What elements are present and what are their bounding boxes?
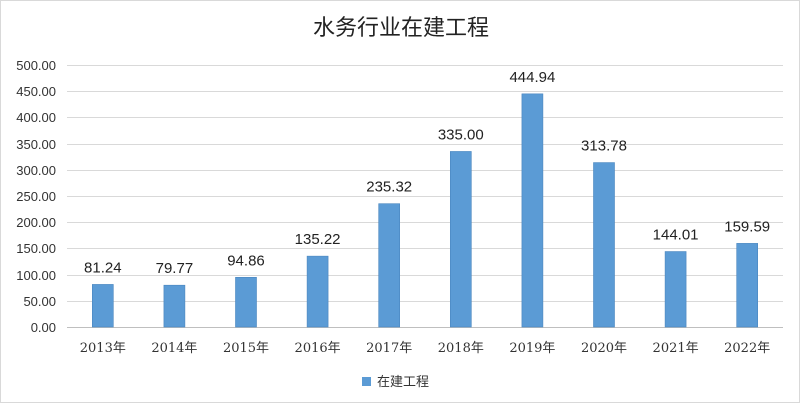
data-label: 159.59 — [724, 218, 770, 235]
y-tick-label: 300.00 — [16, 163, 56, 178]
x-tick-label: 2017年 — [366, 341, 412, 356]
x-axis-ticks: 2013年 2014年 2015年 2016年 2017年 2018年 2019年 2020年… — [80, 341, 770, 356]
data-label: 135.22 — [295, 231, 341, 248]
y-tick-label: 50.00 — [23, 294, 56, 309]
y-tick-label: 0.00 — [31, 320, 56, 335]
legend-swatch — [362, 377, 371, 386]
y-tick-label: 400.00 — [16, 110, 56, 125]
data-labels: 81.24 79.77 94.86 135.22 235.32 335.00 444.94 3… — [84, 69, 770, 277]
bar — [664, 251, 687, 328]
bar — [593, 162, 615, 328]
data-label: 94.86 — [227, 252, 265, 269]
data-label: 235.32 — [366, 179, 412, 196]
x-tick-label: 2021年 — [653, 341, 699, 356]
data-label: 335.00 — [438, 126, 484, 143]
y-tick-label: 250.00 — [16, 189, 56, 204]
data-label: 444.94 — [509, 69, 555, 86]
bar — [235, 276, 257, 328]
x-tick-label: 2016年 — [295, 341, 341, 356]
bar — [378, 203, 401, 328]
bars — [92, 93, 759, 328]
bar — [736, 243, 759, 328]
y-tick-label: 200.00 — [16, 215, 56, 230]
bar — [521, 93, 544, 328]
x-tick-label: 2013年 — [80, 341, 126, 356]
data-label: 79.77 — [156, 260, 194, 277]
y-axis-ticks: 0.00 50.00 100.00 150.00 200.00 250.00 300.00 3… — [16, 58, 56, 335]
legend: 在建工程 — [362, 375, 429, 390]
bar — [449, 151, 472, 328]
data-label: 81.24 — [84, 259, 122, 276]
data-label: 144.01 — [653, 227, 699, 244]
x-tick-label: 2020年 — [581, 341, 627, 356]
bar — [306, 255, 329, 328]
y-tick-label: 500.00 — [16, 58, 56, 73]
y-tick-label: 350.00 — [16, 137, 56, 152]
x-tick-label: 2018年 — [438, 341, 484, 356]
y-tick-label: 150.00 — [16, 241, 56, 256]
gridlines — [67, 65, 783, 328]
bar — [163, 284, 186, 328]
x-tick-label: 2014年 — [151, 341, 197, 356]
y-tick-label: 450.00 — [16, 84, 56, 99]
x-tick-label: 2015年 — [223, 341, 269, 356]
legend-label: 在建工程 — [377, 375, 429, 390]
bar — [92, 284, 114, 328]
x-tick-label: 2022年 — [724, 341, 770, 356]
x-tick-label: 2019年 — [509, 341, 555, 356]
y-tick-label: 100.00 — [16, 268, 56, 283]
data-label: 313.78 — [581, 138, 627, 155]
chart-title: 水务行业在建工程 — [313, 16, 489, 41]
